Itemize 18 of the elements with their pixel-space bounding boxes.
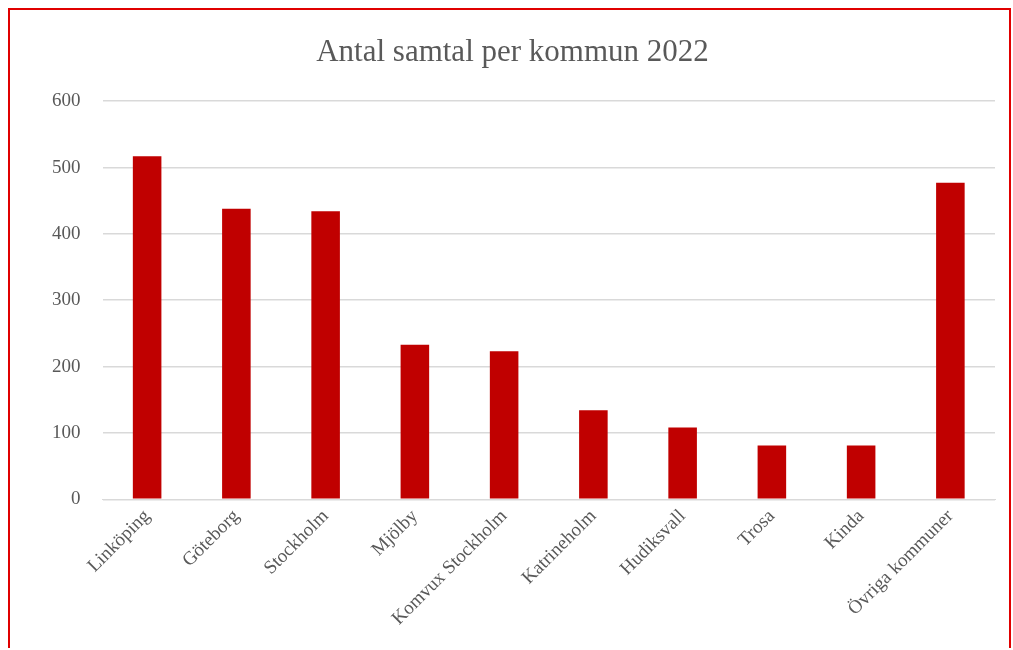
bar xyxy=(668,427,697,499)
y-tick-label: 0 xyxy=(71,487,81,509)
bar xyxy=(132,156,162,499)
bar xyxy=(489,351,519,499)
y-tick-label: 300 xyxy=(52,288,81,310)
bar xyxy=(846,445,876,499)
bar xyxy=(757,445,787,499)
y-tick-label: 400 xyxy=(52,221,81,243)
bar xyxy=(936,182,965,499)
bar xyxy=(222,208,251,499)
chart-title: Antal samtal per kommun 2022 xyxy=(316,32,709,68)
y-tick-label: 500 xyxy=(52,155,81,177)
bar xyxy=(579,410,608,499)
bar xyxy=(311,211,340,499)
y-tick-label: 600 xyxy=(52,89,81,111)
y-tick-label: 100 xyxy=(52,420,81,442)
bar xyxy=(400,344,430,499)
y-tick-label: 200 xyxy=(52,354,81,376)
